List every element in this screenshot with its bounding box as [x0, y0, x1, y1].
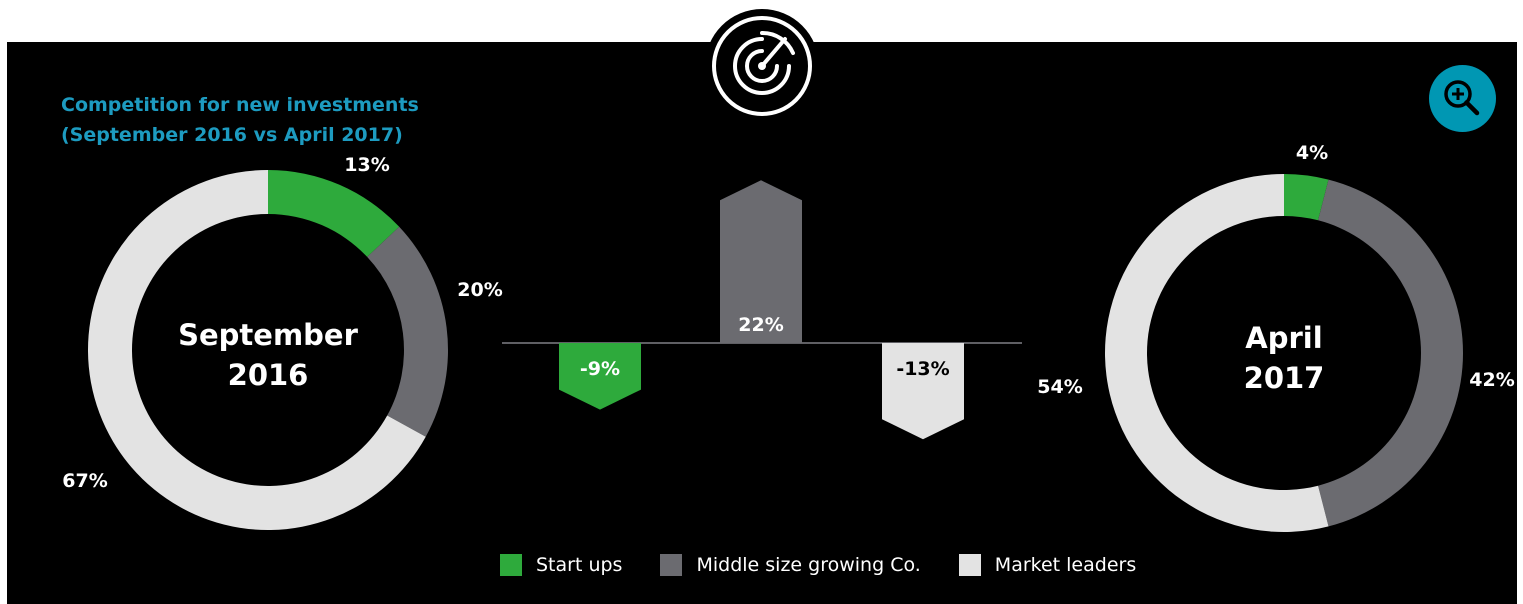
change-arrow-3	[882, 343, 964, 440]
donut-2-slice-3	[1105, 174, 1329, 533]
legend-label: Start ups	[536, 554, 623, 576]
zoom-in-icon	[1444, 80, 1480, 116]
zoom-in-button[interactable]	[1429, 65, 1496, 132]
donut-2-value-label: 42%	[1469, 369, 1514, 391]
legend-item: Middle size growing Co.	[660, 554, 921, 576]
donut-1-value-label: 20%	[457, 279, 502, 301]
chart-title-line-2: (September 2016 vs April 2017)	[61, 124, 403, 146]
donut-2-slice-2	[1318, 179, 1463, 527]
donut-1-slice-2	[367, 226, 449, 437]
change-arrow-2	[720, 180, 802, 343]
chart-title: Competition for new investments (Septemb…	[61, 90, 419, 150]
donut-1-center-label: 2016	[228, 358, 309, 392]
chart-title-line-1: Competition for new investments	[61, 94, 419, 116]
donut-2-value-label: 4%	[1296, 142, 1328, 164]
legend-item: Start ups	[500, 554, 622, 576]
donut-2-slice-1	[1284, 174, 1329, 221]
change-arrow-value-label: -9%	[580, 358, 620, 380]
donut-2-value-label: 54%	[1037, 376, 1082, 398]
donut-1-slice-1	[268, 170, 400, 257]
legend-item: Market leaders	[958, 554, 1137, 576]
change-arrow-value-label: -13%	[896, 358, 949, 380]
legend-label: Middle size growing Co.	[696, 554, 921, 576]
legend-swatch	[500, 554, 522, 576]
donut-1-center-label: September	[178, 318, 358, 352]
donut-1-value-label: 67%	[62, 470, 107, 492]
legend: Start ups Middle size growing Co. Market l…	[500, 552, 1174, 578]
radar-icon	[712, 16, 812, 116]
legend-swatch	[660, 554, 683, 576]
change-arrow-value-label: 22%	[738, 314, 783, 336]
change-arrow-1	[559, 343, 641, 410]
legend-swatch	[958, 554, 981, 576]
legend-label: Market leaders	[994, 554, 1137, 576]
donut-1-value-label: 13%	[344, 154, 389, 176]
donut-2-center-label: April	[1245, 321, 1322, 355]
donut-2-center-label: 2017	[1244, 361, 1325, 395]
